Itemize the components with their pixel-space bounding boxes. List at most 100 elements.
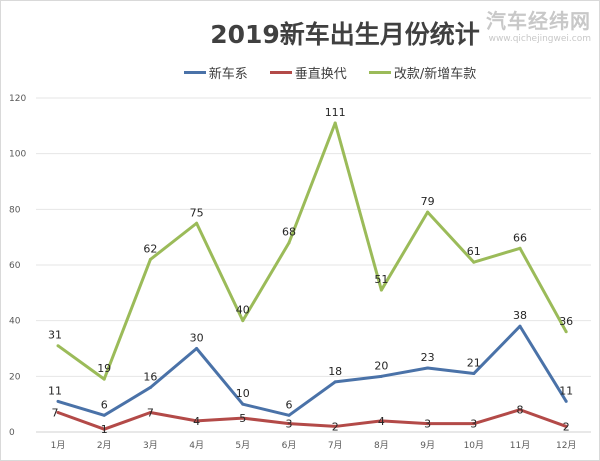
data-label: 7 bbox=[147, 407, 154, 420]
data-point bbox=[379, 288, 383, 292]
data-point bbox=[102, 427, 106, 431]
data-point bbox=[148, 257, 152, 261]
series-line bbox=[57, 408, 567, 431]
y-tick-label: 80 bbox=[9, 205, 21, 215]
data-point bbox=[56, 399, 60, 403]
legend-item-generation: 垂直换代 bbox=[269, 63, 347, 82]
legend-swatch bbox=[368, 71, 391, 74]
data-point bbox=[102, 413, 106, 417]
x-tick-label: 10月 bbox=[464, 440, 484, 451]
data-label: 3 bbox=[424, 418, 431, 431]
data-label: 62 bbox=[143, 242, 157, 255]
data-label: 3 bbox=[470, 418, 477, 431]
data-label: 61 bbox=[467, 245, 481, 258]
legend-item-new-series: 新车系 bbox=[183, 63, 248, 82]
x-tick-label: 5月 bbox=[235, 440, 250, 451]
data-point bbox=[426, 210, 430, 214]
x-tick-label: 4月 bbox=[189, 440, 204, 451]
data-label: 11 bbox=[48, 384, 62, 397]
data-point bbox=[148, 385, 152, 389]
data-label: 21 bbox=[467, 357, 481, 370]
data-label: 2 bbox=[332, 420, 339, 433]
data-label: 2 bbox=[563, 420, 570, 433]
data-point bbox=[148, 411, 152, 415]
data-label: 31 bbox=[48, 329, 62, 342]
data-point bbox=[564, 330, 568, 334]
data-label: 6 bbox=[101, 398, 108, 411]
data-label: 111 bbox=[325, 106, 346, 119]
data-point bbox=[195, 221, 199, 225]
x-tick-label: 1月 bbox=[51, 440, 66, 451]
x-tick-label: 7月 bbox=[328, 440, 343, 451]
data-label: 68 bbox=[282, 226, 296, 239]
legend-item-facelift: 改款/新增车款 bbox=[368, 63, 477, 82]
y-tick-label: 20 bbox=[9, 372, 21, 382]
watermark-url: www.qichejingwei.com bbox=[488, 34, 591, 44]
data-label: 4 bbox=[378, 415, 385, 428]
legend-label: 垂直换代 bbox=[294, 67, 347, 82]
data-label: 75 bbox=[190, 206, 204, 219]
data-label: 10 bbox=[236, 387, 250, 400]
data-point bbox=[518, 408, 522, 412]
series-line bbox=[57, 121, 568, 381]
data-label: 79 bbox=[421, 195, 435, 208]
data-label: 23 bbox=[421, 351, 435, 364]
legend-label: 新车系 bbox=[208, 67, 248, 82]
legend-label: 改款/新增车款 bbox=[393, 67, 477, 82]
data-point bbox=[287, 241, 291, 245]
data-point bbox=[472, 372, 476, 376]
watermark: 汽车经纬网 www.qichejingwei.com bbox=[486, 5, 591, 44]
y-tick-label: 60 bbox=[9, 261, 21, 271]
data-point bbox=[287, 413, 291, 417]
data-label: 38 bbox=[513, 309, 527, 322]
x-tick-label: 2月 bbox=[97, 440, 112, 451]
data-label: 20 bbox=[374, 359, 388, 372]
data-label: 36 bbox=[559, 315, 573, 328]
data-label: 11 bbox=[559, 384, 573, 397]
legend-swatch bbox=[183, 71, 206, 74]
data-point bbox=[518, 324, 522, 328]
data-point bbox=[564, 399, 568, 403]
data-label: 30 bbox=[190, 332, 204, 345]
data-label: 8 bbox=[517, 404, 524, 417]
data-label: 3 bbox=[286, 418, 293, 431]
data-point bbox=[426, 422, 430, 426]
data-point bbox=[379, 374, 383, 378]
data-label: 66 bbox=[513, 231, 527, 244]
data-label: 40 bbox=[236, 304, 250, 317]
data-point bbox=[195, 347, 199, 350]
data-label: 18 bbox=[328, 365, 342, 378]
chart-title: 2019新车出生月份统计 bbox=[210, 20, 480, 49]
legend-swatch bbox=[269, 71, 292, 74]
data-label: 1 bbox=[101, 423, 108, 436]
x-tick-label: 9月 bbox=[420, 440, 435, 451]
y-tick-label: 40 bbox=[9, 317, 21, 327]
y-tick-label: 120 bbox=[9, 94, 26, 104]
data-point bbox=[287, 422, 291, 426]
y-tick-label: 0 bbox=[9, 428, 15, 438]
data-point bbox=[426, 366, 430, 370]
x-tick-label: 6月 bbox=[282, 440, 297, 451]
series-line bbox=[57, 324, 568, 417]
data-point bbox=[102, 377, 106, 381]
data-point bbox=[56, 411, 60, 415]
data-point bbox=[241, 416, 245, 420]
data-label: 19 bbox=[97, 362, 111, 375]
data-label: 5 bbox=[239, 412, 246, 425]
data-label: 16 bbox=[143, 370, 157, 383]
data-label: 6 bbox=[286, 398, 293, 411]
data-point bbox=[379, 419, 383, 423]
data-point bbox=[518, 246, 522, 250]
x-tick-label: 8月 bbox=[374, 440, 389, 451]
data-point bbox=[472, 422, 476, 426]
x-tick-label: 11月 bbox=[510, 440, 530, 451]
x-tick-label: 12月 bbox=[556, 440, 576, 451]
watermark-logo: 汽车经纬网 bbox=[486, 9, 591, 33]
data-point bbox=[564, 424, 568, 428]
data-point bbox=[241, 319, 245, 323]
data-point bbox=[333, 380, 337, 384]
y-tick-label: 100 bbox=[9, 150, 26, 160]
data-label: 51 bbox=[374, 273, 388, 286]
